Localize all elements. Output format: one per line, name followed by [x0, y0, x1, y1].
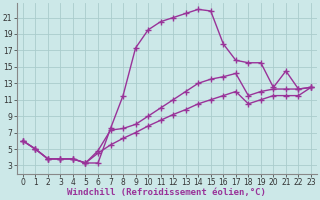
X-axis label: Windchill (Refroidissement éolien,°C): Windchill (Refroidissement éolien,°C) [68, 188, 266, 197]
